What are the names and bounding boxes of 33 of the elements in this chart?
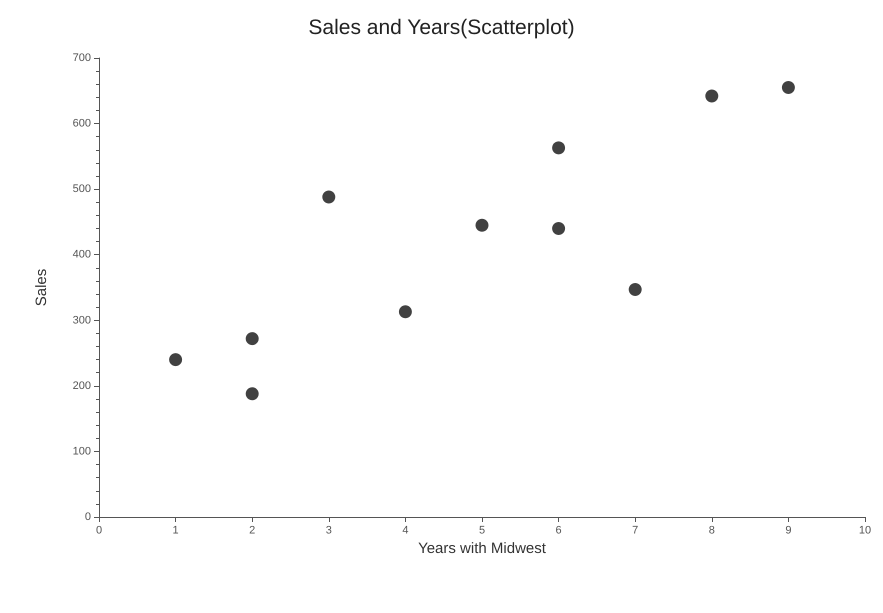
x-tick-label: 3: [326, 524, 332, 536]
point: [246, 387, 259, 400]
point: [476, 218, 488, 232]
y-axis-title: Sales: [33, 268, 50, 306]
point: [552, 141, 566, 154]
x-tick-label: 4: [402, 524, 408, 536]
x-tick-label: 5: [478, 524, 486, 536]
y-tick-label: 300: [72, 314, 91, 326]
x-tick-label: 10: [858, 524, 872, 536]
point: [705, 90, 718, 103]
point: [628, 282, 642, 296]
y-tick-label: 400: [72, 248, 91, 261]
y-tick-label: 500: [72, 183, 91, 196]
x-tick-label: 1: [172, 524, 179, 536]
y-tick-label: 100: [72, 445, 91, 458]
x-tick-label: 0: [96, 524, 102, 536]
point: [398, 305, 412, 318]
x-tick-label: 7: [632, 524, 638, 536]
x-tick-label: 9: [785, 524, 792, 536]
point: [782, 81, 795, 94]
y-tick-label: 0: [84, 511, 91, 523]
point: [552, 222, 566, 235]
x-tick-label: 2: [249, 524, 256, 536]
point: [322, 190, 336, 204]
y-tick-label: 600: [72, 118, 91, 130]
y-tick-label: 200: [72, 380, 91, 392]
point: [246, 332, 259, 346]
x-tick-label: 8: [708, 524, 715, 536]
x-tick-label: 6: [556, 524, 562, 536]
chart-title: Sales and Years(Scatterplot): [308, 16, 575, 39]
x-axis-title: Years with Midwest: [418, 540, 547, 557]
point: [169, 353, 182, 366]
y-tick-label: 700: [72, 52, 91, 64]
